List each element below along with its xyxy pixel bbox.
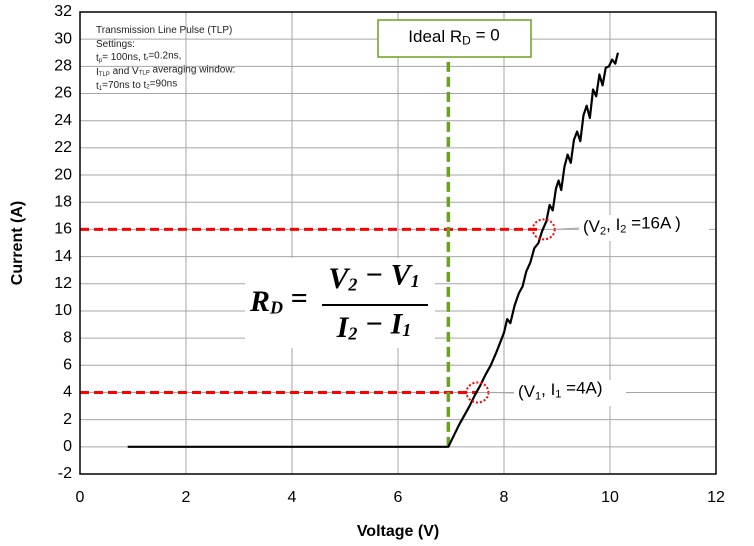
- text-run: =90ns: [150, 78, 178, 89]
- leader-line: [554, 227, 580, 230]
- text-run: V: [328, 262, 351, 295]
- leader-line: [488, 391, 515, 394]
- text-run: t: [96, 53, 99, 64]
- y-tick-label: 10: [54, 302, 72, 319]
- y-tick-label: 18: [54, 193, 72, 210]
- y-tick-label: 2: [63, 411, 72, 428]
- formula-background: [245, 258, 435, 348]
- x-tick-label: 6: [394, 489, 403, 506]
- text-run: I: [336, 311, 350, 344]
- y-axis-title: Current (A): [9, 201, 26, 285]
- subscript: 1: [411, 271, 420, 291]
- text-run: Transmission Line Pulse (TLP): [96, 25, 232, 36]
- y-tick-label: 30: [54, 30, 72, 47]
- text-run: =0.2ns,: [148, 50, 181, 61]
- ideal-box: [377, 19, 532, 58]
- text-run: =4A): [561, 379, 602, 398]
- x-tick-label: 8: [500, 489, 509, 506]
- text-run: Settings:: [96, 39, 135, 50]
- y-tick-label: 0: [63, 438, 72, 455]
- subscript: 1: [402, 320, 411, 340]
- text-run: = 0: [471, 26, 500, 45]
- y-tick-label: 8: [63, 329, 72, 346]
- subscript: 2: [600, 225, 606, 237]
- text-run: R: [249, 285, 270, 318]
- text-run: and V: [110, 65, 139, 76]
- y-tick-label: 24: [54, 112, 72, 129]
- plot: [80, 52, 620, 448]
- x-axis-title: Voltage (V): [357, 523, 439, 540]
- subscript: TLP: [139, 70, 150, 76]
- subscript: 2: [347, 275, 357, 295]
- text-run: =70ns to t: [102, 79, 146, 90]
- subscript: 1: [535, 390, 541, 402]
- subscript: 2: [620, 223, 626, 235]
- formula-numerator: V2 − V1: [328, 258, 419, 295]
- ideal-label: Ideal RD = 0: [408, 26, 499, 48]
- y-tick-label: 32: [54, 3, 72, 20]
- annotations: Transmission Line Pulse (TLP)Settings:tp…: [96, 19, 709, 406]
- x-tick-label: 2: [182, 489, 191, 506]
- settings-line: ITLP and VTLP averaging window:: [96, 64, 235, 77]
- text-run: =: [283, 281, 308, 314]
- settings-line: t1=70ns to t2=90ns: [96, 78, 177, 91]
- text-run: =16A ): [626, 214, 680, 233]
- text-run: (V: [583, 217, 601, 236]
- label-background: [514, 380, 626, 406]
- point-label: (V2, I2 =16A ): [583, 214, 681, 237]
- subscript: TLP: [99, 71, 110, 77]
- x-tick-label: 4: [288, 489, 297, 506]
- text-run: I: [96, 67, 99, 78]
- subscript: 2: [146, 84, 150, 90]
- y-tick-label: 4: [63, 384, 72, 401]
- settings-line: Settings:: [96, 39, 135, 50]
- text-run: − I: [357, 307, 403, 340]
- subscript: D: [269, 298, 283, 318]
- x-tick-label: 10: [601, 489, 619, 506]
- subscript: r: [146, 56, 148, 62]
- settings-line: Transmission Line Pulse (TLP): [96, 25, 232, 36]
- grid: [79, 11, 717, 475]
- subscript: p: [99, 57, 103, 63]
- text-run: averaging window:: [150, 64, 236, 75]
- data-line: [127, 52, 620, 448]
- formula-lhs: RD =: [249, 281, 308, 318]
- y-tick-label: 12: [54, 275, 72, 292]
- y-tick-label: 14: [54, 248, 72, 265]
- y-tick-label: 20: [54, 166, 72, 183]
- subscript: 1: [99, 85, 103, 91]
- x-tick-label: 12: [707, 489, 725, 506]
- y-tick-label: 16: [54, 221, 72, 238]
- y-tick-label: 28: [54, 58, 72, 75]
- subscript: 2: [347, 324, 357, 344]
- text-run: (V: [518, 382, 536, 401]
- text-run: = 100ns, t: [102, 51, 146, 62]
- text-run: , I: [606, 216, 620, 235]
- text-run: Ideal R: [408, 27, 462, 46]
- y-tick-label: 26: [54, 85, 72, 102]
- point-label: (V1, I1 =4A): [518, 379, 603, 402]
- text-run: t: [96, 81, 99, 92]
- text-run: − V: [357, 258, 413, 291]
- y-tick-label: 22: [54, 139, 72, 156]
- settings-line: tp= 100ns, tr=0.2ns,: [96, 50, 181, 63]
- label-background: [579, 215, 709, 241]
- y-tick-label: -2: [58, 465, 72, 482]
- y-tick-label: 6: [63, 357, 72, 374]
- formula-denominator: I2 − I1: [336, 307, 412, 344]
- text-run: , I: [541, 381, 555, 400]
- subscript: D: [462, 34, 471, 48]
- subscript: 1: [555, 388, 561, 400]
- plot-frame: [79, 11, 717, 475]
- x-tick-label: 0: [76, 489, 85, 506]
